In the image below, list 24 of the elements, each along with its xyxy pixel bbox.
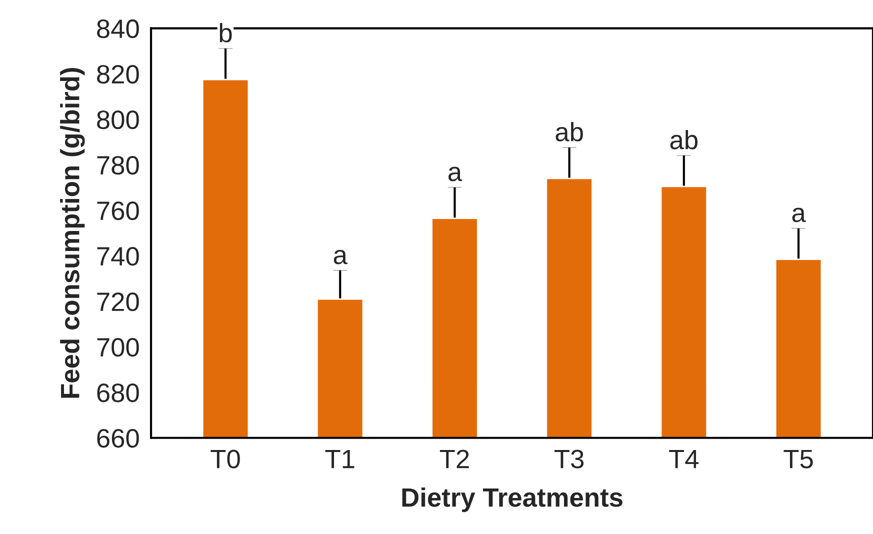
- y-tick-label: 840: [97, 19, 139, 38]
- x-axis-title: Dietry Treatments: [402, 487, 622, 512]
- y-tick-label: 680: [97, 384, 139, 402]
- x-tick-label: T0: [210, 450, 240, 468]
- annotation: a: [334, 250, 348, 264]
- annotation: a: [448, 166, 462, 182]
- y-tick-label: 660: [97, 429, 139, 448]
- annotation: ab: [670, 130, 698, 150]
- x-tick-label: T4: [669, 450, 699, 468]
- y-axis-title: Feed consumption (g/bird): [60, 68, 85, 398]
- x-tick-label: T5: [784, 450, 813, 468]
- x-tick-label: T1: [325, 450, 354, 468]
- annotation: a: [792, 208, 806, 222]
- y-tick-label: 700: [97, 338, 139, 357]
- y-tick-label: 740: [97, 246, 139, 266]
- annotation: b: [220, 23, 232, 42]
- x-tick-label: T2: [440, 450, 469, 468]
- y-tick-label: 720: [97, 292, 139, 312]
- y-tick-label: 760: [97, 201, 139, 220]
- y-tick-label: 820: [97, 64, 139, 84]
- y-tick-label: 800: [97, 110, 139, 130]
- x-tick-label: T3: [554, 450, 584, 468]
- annotation: ab: [556, 122, 583, 142]
- y-tick-label: 780: [97, 156, 139, 175]
